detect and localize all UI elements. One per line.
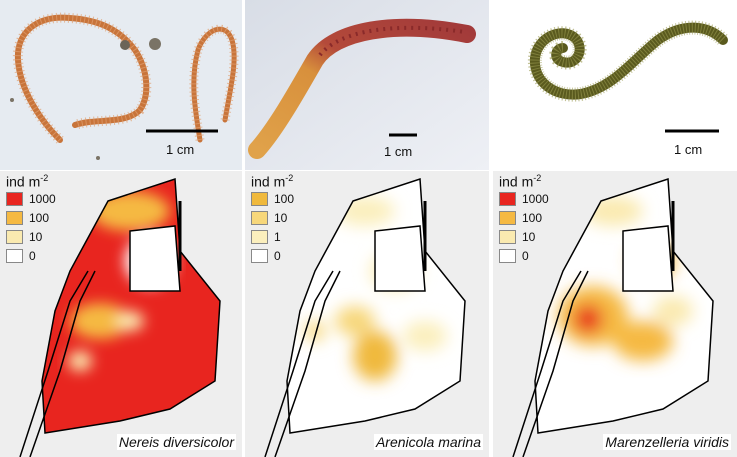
legend-row: 10 bbox=[251, 209, 294, 228]
arenicola-worm-photo bbox=[245, 0, 489, 170]
map-arenicola: ind m-2 100 10 1 0 Arenicola marina bbox=[245, 171, 489, 457]
legend-swatch bbox=[6, 192, 23, 207]
legend-row: 1 bbox=[251, 228, 294, 247]
legend-title: ind m-2 bbox=[499, 173, 542, 190]
legend-swatch bbox=[499, 192, 516, 207]
legend-row: 0 bbox=[499, 247, 549, 266]
legend-row: 1000 bbox=[499, 190, 549, 209]
legend-row: 100 bbox=[6, 209, 56, 228]
scale-label-1: 1 cm bbox=[166, 142, 195, 157]
marenzelleria-worm-photo bbox=[493, 0, 737, 170]
map-nereis: ind m-2 1000 100 10 0 Nereis diversicolo… bbox=[0, 171, 242, 457]
legend-row: 10 bbox=[6, 228, 56, 247]
species-label: Arenicola marina bbox=[373, 434, 483, 450]
legend-swatch bbox=[6, 249, 23, 264]
map-nereis-graphic bbox=[0, 171, 242, 457]
photo-marenzelleria: 1 cm bbox=[493, 0, 737, 170]
map-marenzelleria: ind m-2 1000 100 10 0 Marenzelleria viri… bbox=[493, 171, 737, 457]
legend-row: 100 bbox=[499, 209, 549, 228]
legend-swatch bbox=[251, 211, 268, 226]
legend-swatch bbox=[6, 211, 23, 226]
scale-label-3: 1 cm bbox=[674, 142, 703, 157]
legend-row: 1000 bbox=[6, 190, 56, 209]
legend-row: 10 bbox=[499, 228, 549, 247]
species-label: Marenzelleria viridis bbox=[603, 434, 731, 450]
legend-nereis: ind m-2 1000 100 10 0 bbox=[6, 173, 56, 266]
legend-marenzelleria: ind m-2 1000 100 10 0 bbox=[499, 173, 549, 266]
legend-swatch bbox=[6, 230, 23, 245]
legend-swatch bbox=[251, 192, 268, 207]
legend-swatch bbox=[499, 249, 516, 264]
legend-row: 0 bbox=[6, 247, 56, 266]
nereis-worm-photo bbox=[0, 0, 242, 170]
legend-title: ind m-2 bbox=[6, 173, 49, 190]
scale-label-2: 1 cm bbox=[384, 144, 413, 159]
legend-arenicola: ind m-2 100 10 1 0 bbox=[251, 173, 294, 266]
photo-nereis: 1 cm bbox=[0, 0, 242, 170]
legend-swatch bbox=[499, 230, 516, 245]
legend-row: 0 bbox=[251, 247, 294, 266]
map-marenzelleria-graphic bbox=[493, 171, 737, 457]
legend-swatch bbox=[499, 211, 516, 226]
legend-row: 100 bbox=[251, 190, 294, 209]
map-arenicola-graphic bbox=[245, 171, 489, 457]
legend-title: ind m-2 bbox=[251, 173, 294, 190]
photo-arenicola: 1 cm bbox=[245, 0, 489, 170]
species-label: Nereis diversicolor bbox=[116, 434, 236, 450]
legend-swatch bbox=[251, 249, 268, 264]
legend-swatch bbox=[251, 230, 268, 245]
